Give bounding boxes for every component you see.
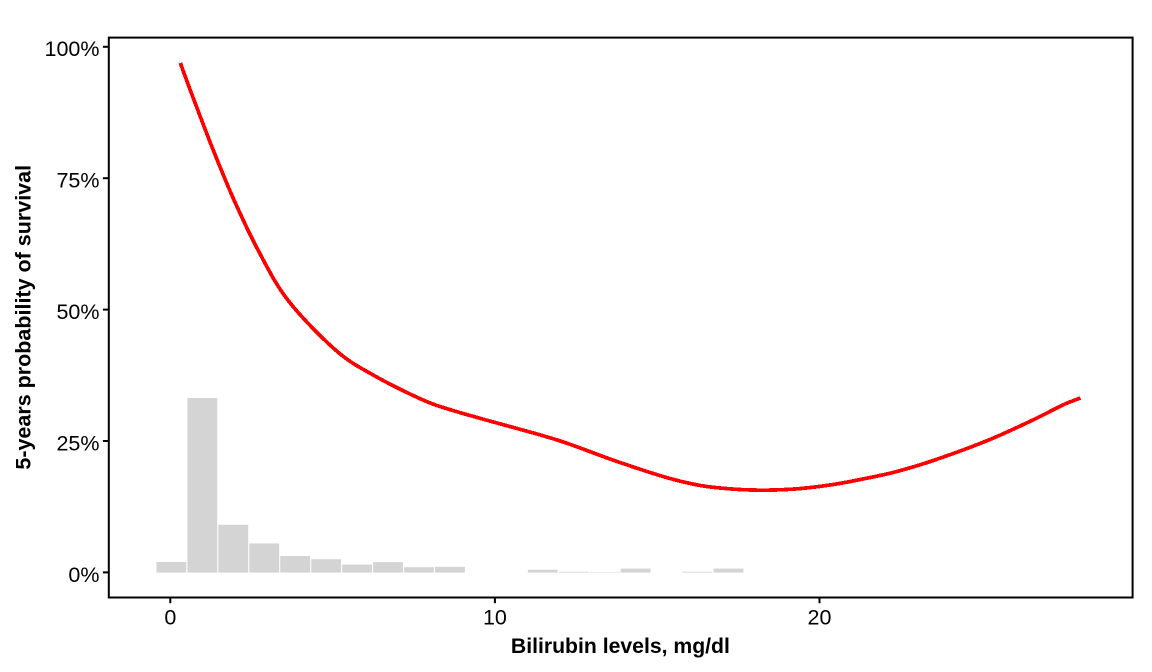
svg-text:0: 0 [164,606,176,630]
svg-text:25%: 25% [56,431,99,455]
svg-text:Bilirubin levels, mg/dl: Bilirubin levels, mg/dl [511,635,730,658]
svg-text:50%: 50% [56,300,99,324]
svg-text:100%: 100% [45,37,100,61]
svg-text:20: 20 [808,606,832,630]
svg-text:75%: 75% [56,169,99,193]
svg-text:10: 10 [483,606,507,630]
svg-text:0%: 0% [68,563,99,587]
svg-text:5-years probability of surviva: 5-years probability of survival [12,165,36,470]
